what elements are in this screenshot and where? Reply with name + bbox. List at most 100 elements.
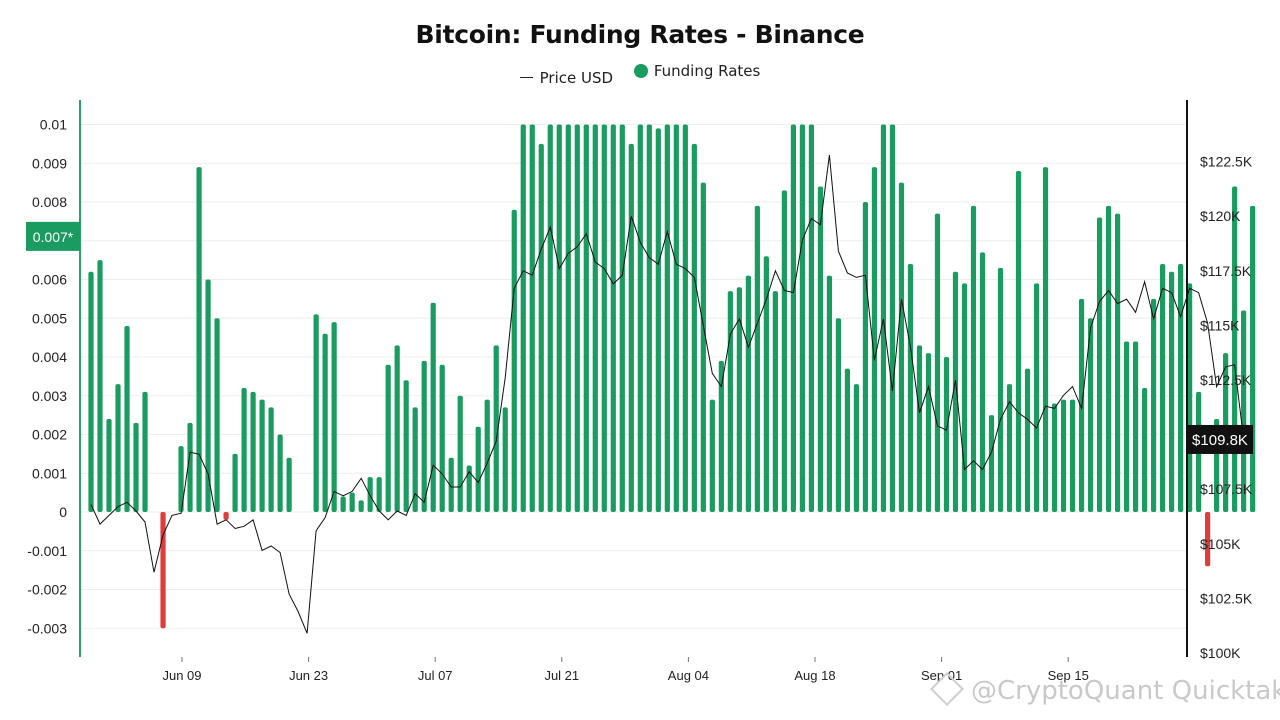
funding-bar bbox=[223, 512, 229, 520]
left-tick-label: 0.001 bbox=[32, 465, 67, 481]
funding-bar bbox=[1150, 298, 1157, 512]
funding-bar bbox=[871, 167, 878, 512]
funding-bar bbox=[475, 426, 481, 512]
funding-bar bbox=[691, 143, 697, 512]
funding-bar bbox=[682, 124, 688, 512]
left-tick-label: 0 bbox=[59, 504, 67, 520]
funding-bar bbox=[574, 124, 580, 512]
funding-bar bbox=[727, 291, 733, 512]
x-tick-label: Aug 18 bbox=[794, 668, 835, 683]
funding-bar bbox=[781, 190, 787, 512]
funding-bar bbox=[655, 128, 661, 512]
funding-bar bbox=[565, 124, 571, 512]
funding-bar bbox=[430, 302, 436, 512]
funding-bar bbox=[1187, 283, 1193, 512]
right-tick-label: $122.5K bbox=[1200, 154, 1253, 170]
price-line bbox=[90, 154, 1245, 634]
left-tick-label: 0.009 bbox=[32, 155, 67, 171]
funding-bar bbox=[754, 205, 760, 512]
funding-bar bbox=[898, 182, 905, 512]
right-tick-label: $120K bbox=[1200, 208, 1241, 224]
funding-bar bbox=[862, 202, 869, 512]
funding-bar bbox=[1015, 171, 1022, 512]
right-tick-label: $107.5K bbox=[1200, 481, 1253, 497]
funding-bar bbox=[187, 422, 193, 512]
funding-bar bbox=[1205, 512, 1211, 567]
chart-legend: Price USD Funding Rates bbox=[0, 62, 1280, 87]
funding-bar bbox=[970, 205, 977, 512]
funding-bar bbox=[1132, 341, 1139, 512]
x-tick-label: Sep 01 bbox=[921, 668, 962, 683]
funding-bar bbox=[1159, 264, 1166, 512]
price-series bbox=[90, 154, 1245, 634]
funding-bar bbox=[214, 318, 220, 512]
funding-bar bbox=[1123, 341, 1130, 512]
right-tick-label: $112.5K bbox=[1200, 372, 1252, 388]
funding-bar bbox=[844, 368, 851, 512]
funding-bar bbox=[772, 291, 778, 512]
funding-bar bbox=[583, 124, 589, 512]
funding-bar bbox=[637, 124, 643, 512]
funding-bar bbox=[88, 271, 94, 512]
funding-bar bbox=[502, 407, 508, 512]
funding-bar bbox=[97, 260, 103, 512]
funding-bar bbox=[376, 477, 382, 512]
funding-bar bbox=[322, 333, 328, 512]
axes bbox=[79, 100, 1188, 657]
funding-bar bbox=[556, 124, 562, 512]
legend-line-swatch bbox=[519, 77, 533, 78]
funding-bar bbox=[628, 143, 634, 512]
watermark: @CryptoQuant Quicktak bbox=[930, 672, 1280, 706]
left-tick-label: -0.001 bbox=[27, 543, 67, 559]
funding-bar bbox=[457, 395, 463, 512]
cryptoquant-logo-icon bbox=[930, 672, 964, 706]
funding-bar bbox=[331, 322, 337, 512]
funding-bar bbox=[610, 124, 616, 512]
funding-bar bbox=[709, 399, 715, 512]
funding-bar bbox=[466, 465, 472, 512]
funding-bar bbox=[601, 124, 607, 512]
funding-bar bbox=[358, 500, 364, 512]
funding-bar bbox=[961, 283, 968, 512]
funding-bar bbox=[799, 124, 805, 512]
value-markers: 0.007* $109.8K bbox=[26, 221, 1253, 454]
funding-bar bbox=[178, 446, 184, 512]
current-funding-label: 0.007* bbox=[33, 229, 74, 245]
funding-bar bbox=[1114, 213, 1121, 512]
legend-item-price[interactable]: Price USD bbox=[519, 68, 614, 87]
funding-bar bbox=[367, 477, 373, 512]
left-tick-label: 0.002 bbox=[32, 427, 67, 443]
funding-bar bbox=[826, 275, 833, 512]
chart-title: Bitcoin: Funding Rates - Binance bbox=[415, 20, 865, 49]
funding-bar bbox=[1024, 368, 1031, 512]
funding-bar bbox=[1033, 283, 1040, 512]
funding-bar bbox=[988, 415, 995, 512]
funding-bar bbox=[313, 314, 319, 512]
funding-bar bbox=[403, 380, 409, 512]
legend-item-funding[interactable]: Funding Rates bbox=[633, 62, 760, 80]
funding-bar bbox=[493, 345, 499, 512]
left-tick-label: -0.003 bbox=[27, 620, 67, 636]
funding-bar bbox=[943, 357, 950, 512]
x-tick-label: Jun 09 bbox=[162, 668, 201, 683]
funding-bar bbox=[664, 124, 670, 512]
funding-bar bbox=[511, 209, 517, 512]
legend-dot-swatch bbox=[633, 64, 648, 78]
funding-bar bbox=[412, 407, 418, 512]
x-tick-label: Aug 04 bbox=[668, 668, 709, 683]
legend-label-price: Price USD bbox=[539, 68, 614, 87]
funding-bar bbox=[925, 353, 932, 512]
funding-bar bbox=[250, 391, 256, 512]
funding-bar bbox=[232, 453, 238, 512]
funding-bar bbox=[979, 252, 986, 512]
funding-bar bbox=[1105, 205, 1112, 512]
funding-bar bbox=[763, 256, 769, 512]
funding-bar bbox=[1241, 310, 1247, 512]
funding-bar bbox=[1042, 167, 1049, 512]
x-axis-ticks: Jun 09 Jun 23 Jul 07 Jul 21 Aug 04 Aug 18 Sep … bbox=[162, 657, 1089, 683]
funding-bar bbox=[745, 275, 751, 512]
funding-bar bbox=[1169, 271, 1175, 512]
x-tick-label: Jun 23 bbox=[289, 668, 328, 683]
funding-bar bbox=[952, 271, 959, 512]
right-tick-label: $100K bbox=[1200, 645, 1241, 661]
